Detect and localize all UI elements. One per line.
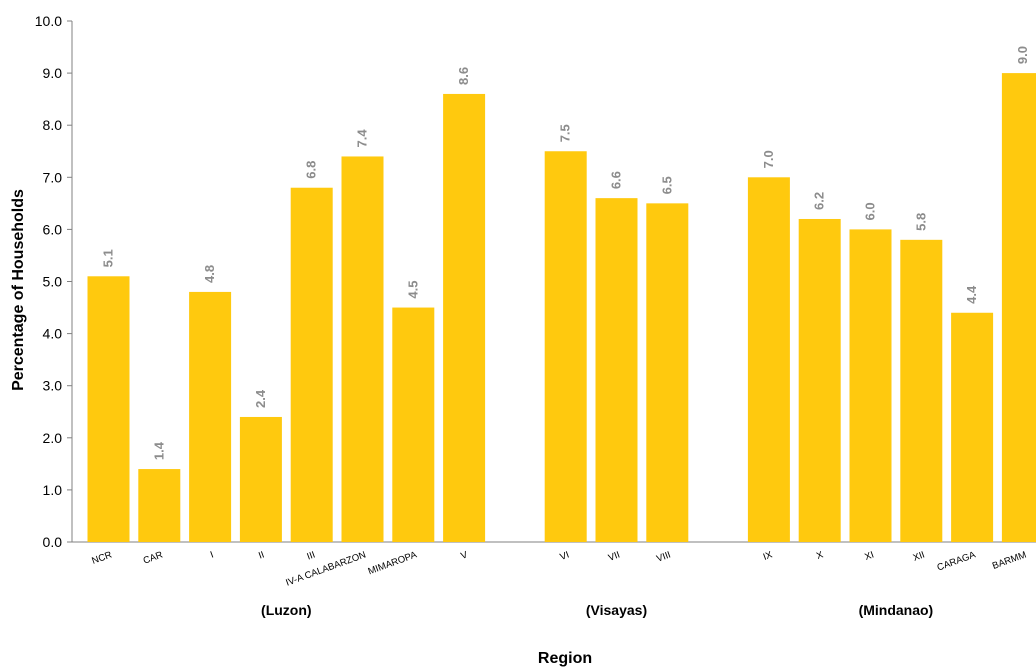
category-label: IV-A CALABARZON	[284, 549, 367, 588]
y-tick-label: 10.0	[35, 13, 62, 29]
y-tick-label: 5.0	[43, 274, 63, 290]
bar	[341, 156, 384, 542]
data-label: 6.2	[812, 192, 827, 210]
category-label: III	[306, 549, 317, 562]
category-label: V	[459, 549, 469, 562]
data-labels: 5.1 1.4 4.8 2.4 6.8 7.4 4.5 8.6 7.5 6.6 6.5 7.0 6.2 6…	[101, 46, 1030, 460]
category-label: VII	[607, 549, 622, 563]
category-label: X	[815, 549, 825, 562]
category-label: BARMM	[991, 549, 1028, 571]
y-tick-label: 4.0	[43, 326, 63, 342]
data-label: 6.6	[609, 171, 624, 189]
bar	[392, 307, 435, 542]
category-label: XII	[912, 549, 927, 563]
category-label: VI	[559, 549, 571, 562]
bar	[239, 416, 282, 542]
y-tick-label: 9.0	[43, 65, 63, 81]
group-label: (Visayas)	[586, 602, 647, 618]
category-label: MIMAROPA	[367, 549, 419, 577]
category-label: CARAGA	[936, 549, 978, 573]
data-label: 4.4	[964, 285, 979, 304]
data-label: 4.8	[202, 265, 217, 283]
y-tick-label: 1.0	[43, 482, 63, 498]
category-label: CAR	[142, 549, 165, 566]
data-label: 5.8	[913, 213, 928, 231]
data-label: 2.4	[253, 389, 268, 408]
data-label: 4.5	[405, 281, 420, 299]
bar	[1001, 73, 1036, 542]
y-tick-label: 8.0	[43, 117, 63, 133]
data-label: 7.5	[558, 124, 573, 142]
data-label: 6.8	[304, 161, 319, 179]
bar	[849, 229, 892, 542]
bar	[87, 276, 130, 542]
category-label: VIII	[655, 549, 672, 564]
category-label: II	[257, 549, 266, 561]
bar	[951, 312, 994, 542]
bars	[87, 73, 1036, 543]
bar	[747, 177, 790, 543]
data-label: 9.0	[1015, 46, 1030, 64]
y-tick-label: 0.0	[43, 534, 63, 550]
data-label: 5.1	[101, 249, 116, 267]
bar	[595, 198, 638, 542]
category-label: NCR	[90, 549, 113, 566]
data-label: 6.0	[863, 202, 878, 220]
data-label: 8.6	[456, 67, 471, 85]
data-label: 1.4	[151, 441, 166, 460]
bar	[290, 187, 333, 542]
bar	[189, 291, 232, 542]
bar	[798, 218, 841, 543]
category-label: IX	[762, 549, 775, 563]
y-axis-title: Percentage of Households	[10, 189, 27, 391]
bar	[443, 93, 486, 542]
y-tick-label: 2.0	[43, 430, 63, 446]
x-axis-title: Region	[538, 650, 592, 667]
bar	[138, 469, 181, 542]
group-labels: (Luzon) (Visayas) (Mindanao)	[261, 602, 933, 618]
data-label: 7.0	[761, 150, 776, 168]
data-label: 7.4	[355, 129, 370, 148]
y-tick-label: 6.0	[43, 221, 63, 237]
group-label: (Luzon)	[261, 602, 312, 618]
category-label: I	[209, 549, 215, 560]
bar	[646, 203, 689, 542]
y-tick-label: 3.0	[43, 378, 63, 394]
category-label: XI	[863, 549, 875, 562]
data-label: 6.5	[659, 176, 674, 194]
group-label: (Mindanao)	[859, 602, 934, 618]
y-tick-label: 7.0	[43, 169, 63, 185]
bar	[900, 239, 943, 542]
bar	[544, 151, 587, 542]
